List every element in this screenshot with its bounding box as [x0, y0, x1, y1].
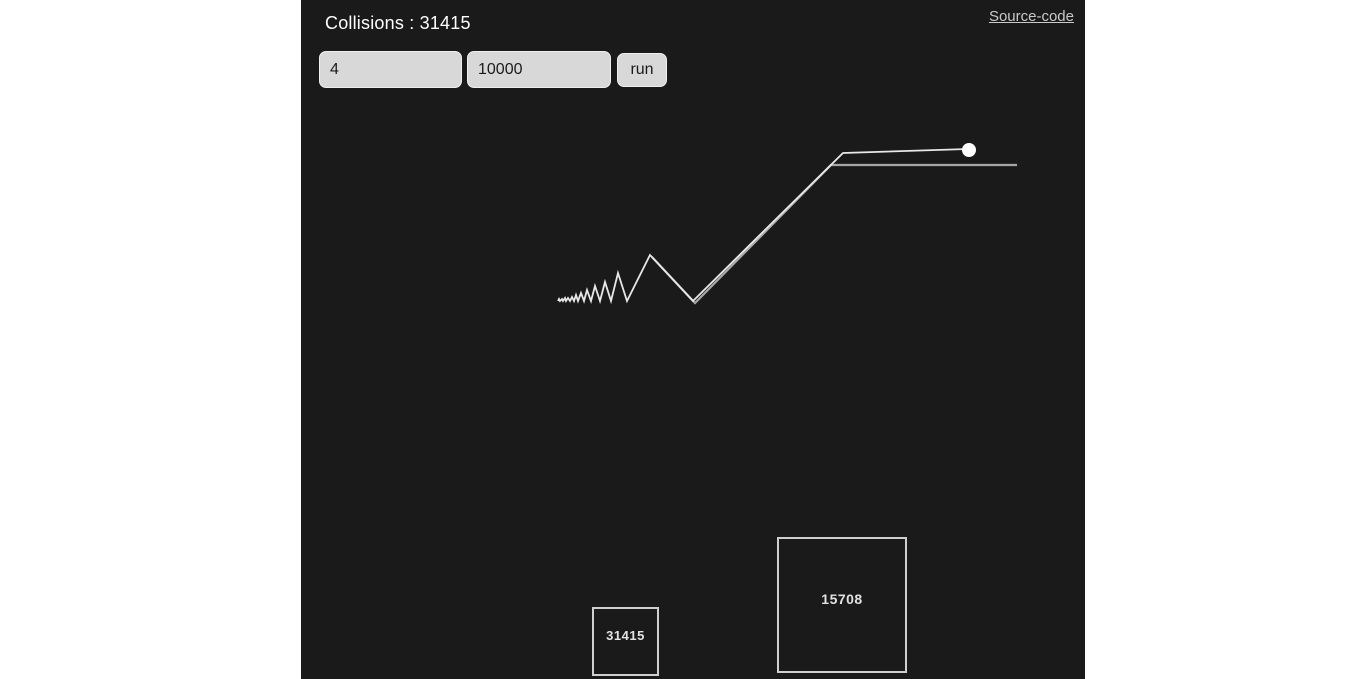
big-block-trajectory-line [651, 163, 1017, 305]
moving-ball [962, 143, 976, 157]
param-input-2[interactable] [467, 51, 611, 88]
large-block: 15708 [777, 537, 907, 673]
run-button[interactable]: run [617, 53, 667, 87]
simulation-panel: Collisions : 31415 Source-code run 31415… [301, 0, 1085, 679]
param-input-1[interactable] [319, 51, 462, 88]
small-block-label: 31415 [606, 628, 645, 643]
small-block-trajectory-line [557, 148, 969, 305]
source-code-link[interactable]: Source-code [988, 8, 1074, 25]
collisions-counter: Collisions : 31415 [325, 13, 471, 33]
trajectory-svg [557, 143, 1017, 305]
large-block-label: 15708 [821, 591, 863, 607]
small-block: 31415 [592, 607, 659, 676]
